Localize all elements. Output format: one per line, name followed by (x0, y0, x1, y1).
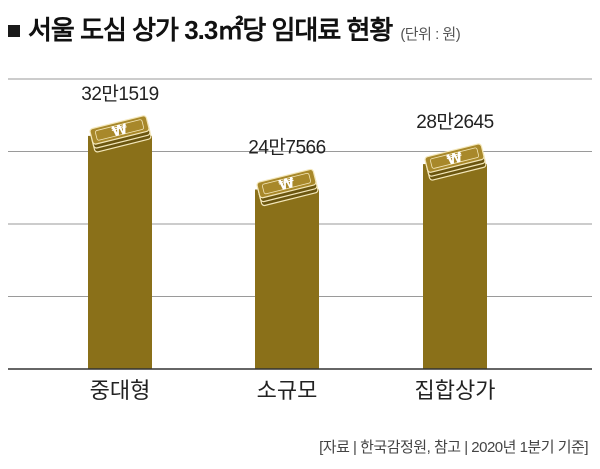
title-bullet-icon (8, 25, 20, 37)
bar-group: ₩24만7566 소규모 (248, 137, 326, 403)
bar (255, 189, 319, 369)
bar (423, 164, 487, 369)
data-label: 24만7566 (248, 137, 325, 159)
bar (88, 135, 152, 369)
won-money-stack-icon: ₩ (89, 115, 152, 153)
won-symbol: ₩ (110, 121, 129, 140)
bar-group: ₩28만2645 집합상가 (415, 111, 496, 403)
bill-layer (424, 143, 485, 173)
category-label: 집합상가 (415, 378, 496, 403)
won-money-stack-icon: ₩ (424, 143, 487, 181)
bill-layer (256, 168, 317, 199)
bill-layer (89, 115, 150, 145)
bill-border (430, 147, 479, 169)
data-label: 28만2645 (416, 111, 493, 133)
bill-border (262, 172, 311, 195)
category-label: 중대형 (90, 378, 151, 403)
data-label: 32만1519 (81, 83, 158, 105)
won-symbol: ₩ (445, 149, 464, 168)
won-symbol: ₩ (277, 175, 296, 194)
source-note: [자료 | 한국감정원, 참고 | 2020년 1분기 기준] (319, 439, 588, 456)
won-money-stack-icon: ₩ (256, 168, 319, 207)
category-label: 소규모 (257, 378, 318, 403)
unit-label: (단위 : 원) (400, 26, 461, 43)
bill-border (95, 119, 144, 141)
chart-title: 서울 도심 상가 3.3㎡당 임대료 현황 (28, 15, 393, 45)
bar-group: ₩32만1519 중대형 (81, 83, 159, 403)
chart-title-row: 서울 도심 상가 3.3㎡당 임대료 현황 (단위 : 원) (8, 10, 461, 45)
